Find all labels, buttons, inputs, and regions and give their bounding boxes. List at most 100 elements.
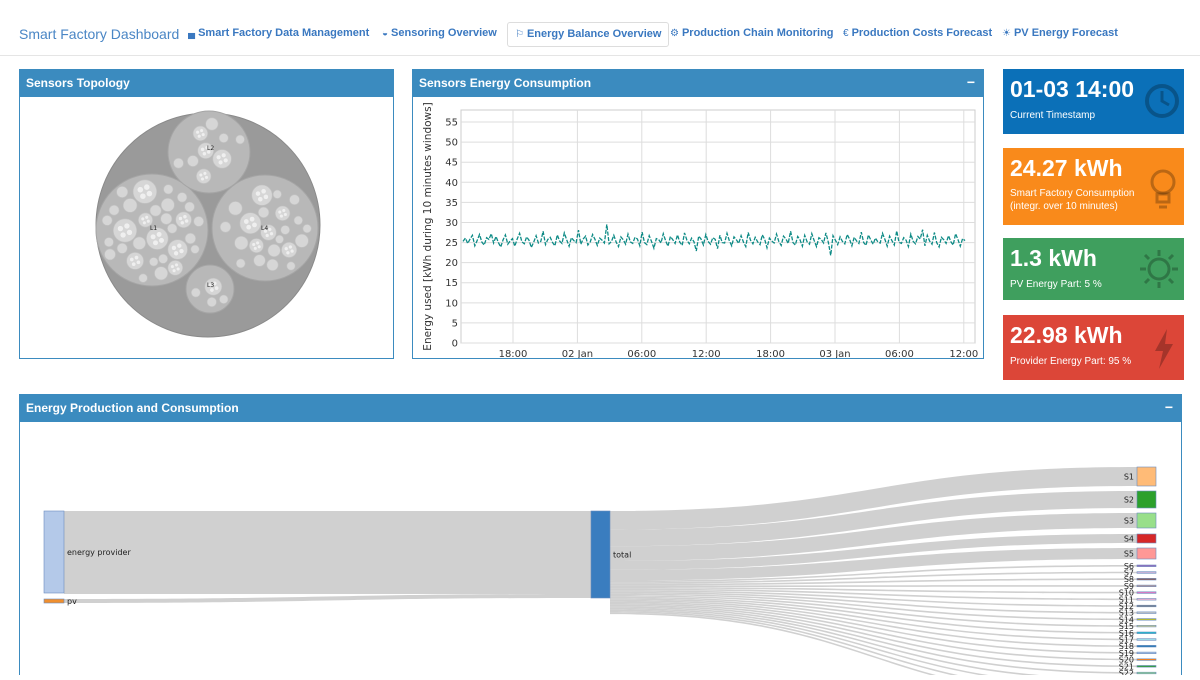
sensor-bubble[interactable] (192, 125, 208, 142)
sensor-bubble[interactable] (272, 189, 282, 199)
sankey-link[interactable] (64, 511, 591, 594)
tab-production-chain-monitoring[interactable]: ⚙ Production Chain Monitoring (663, 22, 841, 47)
sensor-bubble[interactable] (175, 211, 192, 229)
topology-node-l4[interactable] (211, 174, 319, 282)
sensor-bubble[interactable] (167, 223, 178, 234)
sensor-bubble[interactable] (187, 155, 199, 167)
sensor-bubble[interactable] (132, 179, 157, 204)
sensor-bubble[interactable] (280, 225, 291, 235)
sensor-bubble[interactable] (219, 294, 229, 304)
sensor-bubble[interactable] (239, 212, 262, 234)
sensor-bubble[interactable] (212, 149, 232, 169)
sensor-bubble[interactable] (154, 266, 168, 281)
target-s21-node[interactable] (1136, 665, 1157, 668)
sankey-link[interactable] (610, 588, 1137, 601)
tab-production-costs-forecast[interactable]: € Production Costs Forecast (836, 22, 999, 47)
sensor-bubble[interactable] (266, 258, 279, 271)
sensor-bubble[interactable] (177, 192, 188, 203)
sensor-bubble[interactable] (281, 241, 297, 258)
sensor-bubble[interactable] (218, 133, 229, 143)
sankey-link[interactable] (610, 607, 1137, 680)
sensor-bubble[interactable] (197, 142, 214, 159)
sensor-bubble[interactable] (228, 201, 243, 216)
target-s12-node[interactable] (1136, 604, 1157, 608)
sensor-bubble[interactable] (275, 234, 284, 244)
sankey-link[interactable] (610, 548, 1137, 581)
sensor-bubble[interactable] (235, 134, 245, 145)
target-s16-node[interactable] (1136, 631, 1157, 634)
tab-energy-balance-overview[interactable]: ⚐ Energy Balance Overview (507, 22, 670, 47)
sankey-link[interactable] (610, 610, 1137, 680)
sensor-bubble[interactable] (293, 215, 303, 225)
sensor-bubble[interactable] (190, 244, 200, 254)
sensor-bubble[interactable] (234, 236, 249, 251)
sankey-link[interactable] (610, 585, 1137, 587)
sensor-bubble[interactable] (104, 237, 114, 247)
sensor-bubble[interactable] (160, 212, 173, 225)
sankey-link[interactable] (610, 594, 1137, 627)
sankey-link[interactable] (610, 593, 1137, 621)
sensor-bubble[interactable] (260, 224, 277, 241)
sankey-link[interactable] (610, 578, 1137, 586)
sankey-link[interactable] (610, 606, 1137, 674)
target-s11-node[interactable] (1136, 598, 1157, 601)
sensor-bubble[interactable] (267, 244, 281, 258)
energy-provider-node[interactable] (43, 510, 65, 594)
topology-node-l3[interactable] (185, 264, 235, 314)
sensor-bubble[interactable] (184, 201, 195, 213)
sankey-link[interactable] (610, 599, 1137, 647)
sensor-bubble[interactable] (173, 157, 184, 169)
sankey-link[interactable] (610, 591, 1137, 614)
sensor-bubble[interactable] (101, 215, 113, 226)
target-s19-node[interactable] (1136, 651, 1157, 655)
target-s5-node[interactable] (1136, 547, 1157, 560)
sankey-link[interactable] (64, 594, 591, 603)
topology-chart[interactable]: L1 L2 L3 L4 (20, 97, 393, 358)
sensor-bubble[interactable] (132, 236, 146, 250)
target-s17-node[interactable] (1136, 638, 1157, 641)
sankey-link[interactable] (610, 604, 1137, 668)
target-s6-node[interactable] (1136, 564, 1157, 567)
sensor-bubble[interactable] (104, 248, 116, 261)
sensor-bubble[interactable] (163, 184, 174, 195)
sensor-bubble[interactable] (289, 194, 300, 205)
sensor-bubble[interactable] (184, 232, 196, 245)
sensor-bubble[interactable] (138, 273, 148, 283)
target-s14-node[interactable] (1136, 618, 1157, 621)
target-s9-node[interactable] (1136, 584, 1157, 588)
sensor-bubble[interactable] (294, 233, 309, 248)
sankey-link[interactable] (610, 609, 1137, 680)
sensor-bubble[interactable] (206, 297, 217, 308)
sankey-diagram[interactable]: energy provider pv total S1 S2 S3 S4 S5 S6S7S8S9… (20, 422, 1181, 680)
pv-node[interactable] (43, 598, 65, 604)
sankey-link[interactable] (610, 586, 1137, 594)
sankey-link[interactable] (610, 565, 1137, 583)
sankey-link[interactable] (610, 602, 1137, 661)
sensor-bubble[interactable] (196, 168, 212, 184)
sensor-bubble[interactable] (167, 239, 188, 260)
sankey-link[interactable] (610, 598, 1137, 641)
sensor-bubble[interactable] (302, 224, 312, 234)
sankey-link[interactable] (610, 596, 1137, 634)
sensor-bubble[interactable] (126, 252, 144, 270)
sensor-bubble[interactable] (248, 238, 264, 253)
topology-node-l1[interactable] (95, 173, 209, 287)
sensor-bubble[interactable] (116, 186, 129, 198)
sensor-bubble[interactable] (113, 218, 138, 243)
sensor-bubble[interactable] (204, 277, 223, 296)
sensor-bubble[interactable] (191, 287, 201, 298)
tab-pv-energy-forecast[interactable]: ☀ PV Energy Forecast (995, 22, 1125, 47)
sensor-bubble[interactable] (149, 257, 159, 267)
target-s20-node[interactable] (1136, 658, 1157, 661)
sensor-bubble[interactable] (193, 216, 204, 227)
sankey-link[interactable] (610, 491, 1137, 547)
collapse-button[interactable]: − (1164, 399, 1173, 415)
sensor-bubble[interactable] (149, 204, 162, 217)
target-s2-node[interactable] (1136, 490, 1157, 509)
sankey-link[interactable] (610, 601, 1137, 654)
target-s15-node[interactable] (1136, 625, 1157, 628)
target-s1-node[interactable] (1136, 466, 1157, 487)
sensor-bubble[interactable] (158, 253, 168, 264)
sensor-bubble[interactable] (116, 242, 128, 254)
